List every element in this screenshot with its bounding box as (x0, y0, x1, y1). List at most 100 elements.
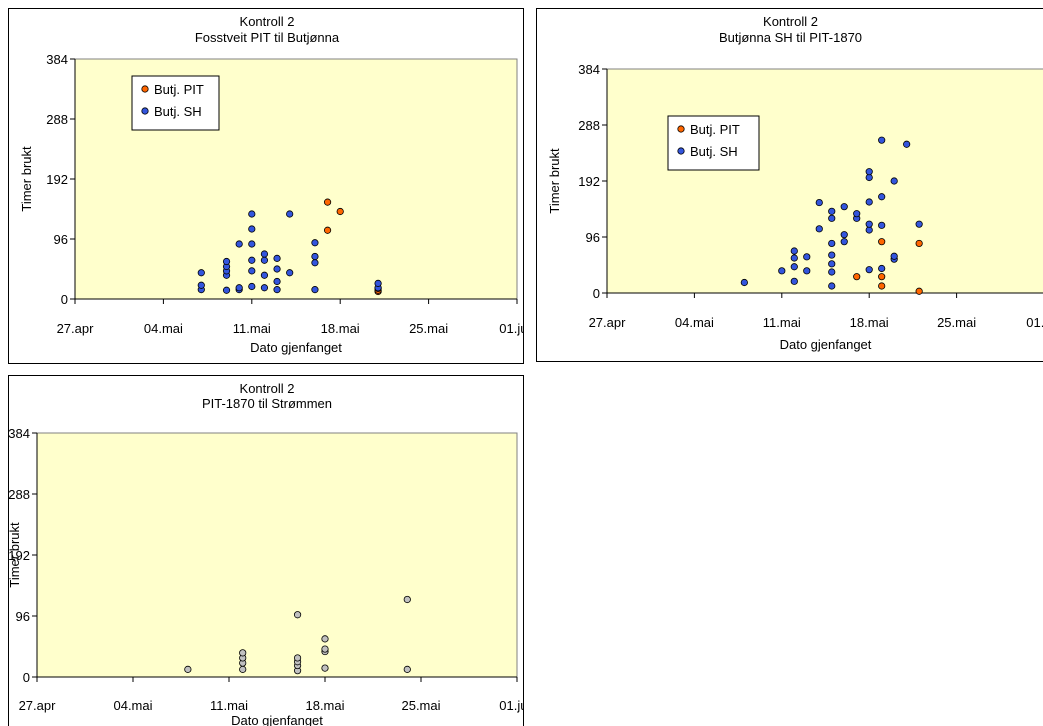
y-tick-label: 192 (578, 174, 600, 189)
data-point-series-1 (321, 664, 329, 672)
data-point-series-2 (828, 282, 836, 290)
legend: Butj. PIT Butj. SH (667, 115, 760, 171)
y-tick-label: 192 (46, 172, 68, 187)
y-axis-label: Timer brukt (547, 148, 562, 214)
y-axis-label: Timer brukt (19, 146, 34, 212)
y-tick-label: 192 (9, 548, 30, 563)
chart-subtitle: Butjønna SH til PIT-1870 (719, 30, 862, 45)
data-point-series-1 (321, 645, 329, 653)
data-point-series-1 (403, 665, 411, 673)
chart-panel-pit1870: Kontroll 2 PIT-1870 til Strømmen 0 96 192 288… (8, 375, 524, 726)
chart-panel-fosstveit: Kontroll 2 Fosstveit PIT til Butjønna 0 96 1… (8, 8, 524, 364)
data-point-series-1 (239, 649, 247, 657)
data-point-series-1 (878, 238, 886, 246)
data-point-series-1 (239, 665, 247, 673)
legend-label: Butj. SH (154, 104, 202, 119)
plot-area (606, 68, 1043, 294)
legend-marker (677, 125, 685, 133)
data-point-series-2 (890, 177, 898, 185)
x-axis-label: Dato gjenfanget (780, 337, 872, 352)
y-tick-label: 288 (578, 118, 600, 133)
y-tick-label: 288 (9, 487, 30, 502)
data-point-series-2 (286, 269, 294, 277)
legend-label: Butj. SH (690, 144, 738, 159)
data-point-series-2 (815, 225, 823, 233)
x-tick-label: 01.jun (499, 698, 524, 713)
legend: Butj. PIT Butj. SH (131, 75, 220, 131)
x-tick-label: 11.mai (763, 315, 801, 330)
x-tick-label: 25.mai (409, 321, 448, 336)
chart-title: Kontroll 2 (240, 14, 295, 29)
x-tick-label: 18.mai (850, 315, 889, 330)
y-tick-label: 384 (9, 426, 30, 441)
data-point-series-2 (273, 286, 281, 294)
data-point-series-2 (865, 198, 873, 206)
data-point-series-2 (828, 251, 836, 259)
legend-box (131, 75, 220, 131)
data-point-series-2 (374, 279, 382, 287)
x-tick-label: 01.jun (499, 321, 524, 336)
data-point-series-2 (828, 260, 836, 268)
x-tick-label: 25.mai (401, 698, 440, 713)
x-tick-label: 18.mai (321, 321, 360, 336)
data-point-series-2 (853, 210, 861, 218)
data-point-series-2 (903, 140, 911, 148)
x-tick-label: 27.apr (589, 315, 627, 330)
x-tick-label: 25.mai (937, 315, 976, 330)
data-point-series-2 (222, 257, 231, 266)
data-point-series-2 (311, 259, 319, 267)
data-point-series-2 (197, 269, 205, 277)
chart-title: Kontroll 2 (240, 381, 295, 396)
chart-panel-butjonna: Kontroll 2 Butjønna SH til PIT-1870 0 96 192… (536, 8, 1043, 362)
legend-box (667, 115, 760, 171)
data-point-series-2 (248, 240, 256, 248)
x-axis-label: Dato gjenfanget (231, 713, 323, 726)
x-tick-label: 04.mai (144, 321, 183, 336)
data-point-series-2 (235, 284, 243, 292)
data-point-series-2 (260, 256, 269, 264)
data-point-series-2 (878, 193, 886, 201)
data-point-series-2 (878, 264, 886, 273)
data-point-series-1 (184, 665, 192, 673)
data-point-series-2 (865, 220, 873, 228)
data-point-series-2 (865, 168, 873, 176)
y-tick-label: 384 (46, 52, 68, 67)
data-point-series-2 (828, 239, 836, 248)
data-point-series-2 (235, 240, 243, 248)
chart-subtitle: PIT-1870 til Strømmen (202, 396, 332, 411)
data-point-series-2 (273, 254, 281, 262)
data-point-series-1 (293, 654, 302, 662)
data-point-series-2 (260, 271, 269, 279)
data-point-series-2 (790, 254, 798, 262)
data-point-series-2 (778, 267, 786, 275)
data-point-series-1 (323, 226, 332, 234)
data-point-series-1 (878, 282, 886, 290)
data-point-series-1 (853, 273, 861, 281)
chart-subtitle: Fosstveit PIT til Butjønna (195, 30, 340, 45)
x-tick-label: 01.jun (1026, 315, 1043, 330)
data-point-series-2 (248, 282, 256, 291)
data-point-series-2 (273, 265, 281, 273)
data-point-series-1 (403, 595, 411, 604)
data-point-series-2 (840, 231, 848, 239)
legend-marker (141, 107, 149, 115)
y-tick-label: 96 (586, 230, 600, 245)
data-point-series-2 (311, 239, 319, 247)
y-tick-label: 288 (46, 112, 68, 127)
y-tick-label: 384 (578, 62, 600, 77)
data-point-series-1 (323, 198, 332, 206)
legend-label: Butj. PIT (690, 122, 740, 137)
data-point-series-2 (248, 256, 256, 264)
data-point-series-1 (336, 207, 344, 216)
x-tick-label: 27.apr (57, 321, 95, 336)
data-point-series-2 (878, 136, 886, 144)
data-point-series-2 (790, 247, 798, 255)
plot-area (36, 432, 518, 678)
legend-marker (141, 85, 149, 93)
data-point-series-2 (248, 210, 256, 218)
data-point-series-2 (260, 284, 269, 292)
data-point-series-2 (790, 277, 798, 285)
